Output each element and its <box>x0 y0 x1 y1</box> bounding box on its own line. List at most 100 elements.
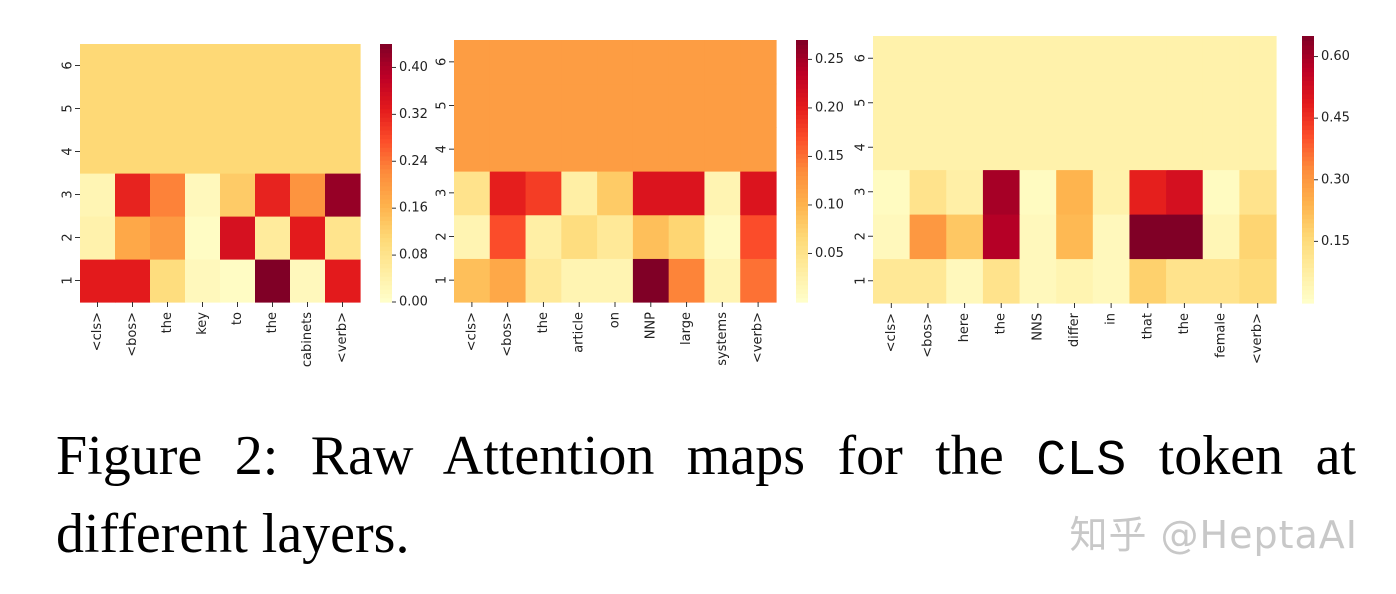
heatmap-cell <box>1202 36 1240 82</box>
colorbar-segment <box>1302 222 1314 228</box>
y-tick-label: 3 <box>61 190 76 198</box>
x-tick-label: cabinets <box>300 312 315 367</box>
heatmap-cell <box>704 40 741 85</box>
heatmap-cell <box>255 216 291 260</box>
colorbar-segment <box>1302 240 1314 246</box>
colorbar-segment <box>380 61 392 67</box>
colorbar-segment <box>1302 62 1314 68</box>
colorbar-segment <box>796 40 808 45</box>
y-tick-label: 4 <box>854 143 869 151</box>
colorbar-segment <box>380 241 392 247</box>
colorbar-segment <box>380 233 392 239</box>
heatmap-cell <box>325 216 361 260</box>
colorbar-segment <box>1302 116 1314 122</box>
heatmap-cell <box>1166 80 1204 126</box>
colorbar-segment <box>380 99 392 105</box>
x-tick-label: <verb> <box>335 312 350 363</box>
heatmap-cell <box>290 173 326 217</box>
colorbar-segment <box>380 203 392 208</box>
colorbar-segment <box>796 179 808 185</box>
x-tick-label: <verb> <box>751 312 766 363</box>
heatmap-cell <box>489 127 527 172</box>
heatmap-cell <box>561 40 598 85</box>
colorbar-segment <box>380 125 392 131</box>
colorbar-segment <box>1302 133 1314 139</box>
heatmap-cell <box>325 259 361 303</box>
heatmap-cell <box>489 258 527 303</box>
colorbar-segment <box>1302 200 1314 206</box>
heatmap-cell <box>668 40 706 85</box>
colorbar-segment <box>1302 205 1314 211</box>
colorbar-segment <box>380 297 392 303</box>
x-tick-label: NNP <box>643 312 658 339</box>
colorbar-segment <box>796 74 808 80</box>
heatmap-cell <box>909 258 947 304</box>
heatmap-cell <box>668 83 706 128</box>
caption-suffix: token at different layers. <box>56 425 1357 565</box>
colorbar-segment <box>796 122 808 128</box>
colorbar-segment <box>380 198 392 204</box>
colorbar-segment <box>796 175 808 181</box>
heatmap-cell <box>80 173 116 217</box>
colorbar-segment <box>1302 36 1314 42</box>
x-tick-label: the <box>160 312 175 333</box>
colorbar-segment <box>380 289 392 294</box>
colorbar-segment <box>1302 40 1314 46</box>
heatmap-cell <box>632 127 670 172</box>
colorbar-segment <box>796 61 808 67</box>
colorbar-segment <box>1302 262 1314 268</box>
colorbar-segment <box>1302 93 1314 99</box>
colorbar-segment <box>1302 120 1314 126</box>
colorbar-tick-label: 0.40 <box>399 60 428 75</box>
heatmap-cell <box>946 214 984 260</box>
heatmap-cell <box>740 171 777 216</box>
colorbar-segment <box>796 227 808 233</box>
colorbar-segment <box>796 153 808 159</box>
colorbar-segment <box>796 223 808 229</box>
heatmap-cell <box>1056 80 1094 126</box>
colorbar-segment <box>796 83 808 89</box>
colorbar-segment <box>796 114 808 120</box>
heatmap-cell <box>115 173 151 217</box>
y-tick-label: 4 <box>435 145 450 153</box>
heatmap-cell <box>290 87 326 131</box>
heatmap-cell <box>220 87 256 131</box>
heatmap-cell <box>1019 258 1057 304</box>
colorbar-segment <box>380 87 392 92</box>
colorbar-segment <box>796 236 808 242</box>
heatmap-cell <box>668 214 706 259</box>
colorbar-segment <box>1302 138 1314 144</box>
colorbar-segment <box>380 104 392 110</box>
colorbar-segment <box>380 220 392 226</box>
x-tick-label: female <box>1214 313 1229 358</box>
colorbar-segment <box>380 52 392 58</box>
colorbar-segment <box>1302 196 1314 202</box>
heatmap-cell <box>525 127 562 172</box>
heatmap-cell <box>325 173 361 217</box>
colorbar-segment <box>380 147 392 153</box>
heatmap-cell <box>561 83 598 128</box>
heatmap-cell <box>909 36 947 82</box>
heatmap-cell <box>290 44 326 88</box>
heatmap-cell <box>561 171 598 216</box>
heatmap-cell <box>1202 80 1240 126</box>
heatmap-cell <box>115 259 151 303</box>
colorbar-segment <box>380 134 392 140</box>
heatmap-cell <box>1056 36 1094 82</box>
colorbar-segment <box>1302 98 1314 104</box>
x-tick-label: in <box>1104 313 1119 325</box>
x-tick-label: the <box>265 312 280 333</box>
heatmap-cell <box>1019 169 1057 215</box>
colorbar-tick-label: 0.32 <box>399 107 428 122</box>
colorbar-segment <box>380 108 392 114</box>
heatmap-cell <box>597 171 634 216</box>
x-tick-label: systems <box>715 312 730 366</box>
colorbar-segment <box>380 267 392 273</box>
colorbar-segment <box>1302 44 1314 50</box>
heatmap-cell <box>454 40 491 85</box>
colorbar-segment <box>796 297 808 303</box>
colorbar-segment <box>380 56 392 62</box>
heatmap-cell <box>1092 169 1131 215</box>
colorbar-segment <box>796 205 808 211</box>
colorbar-segment <box>380 164 392 170</box>
